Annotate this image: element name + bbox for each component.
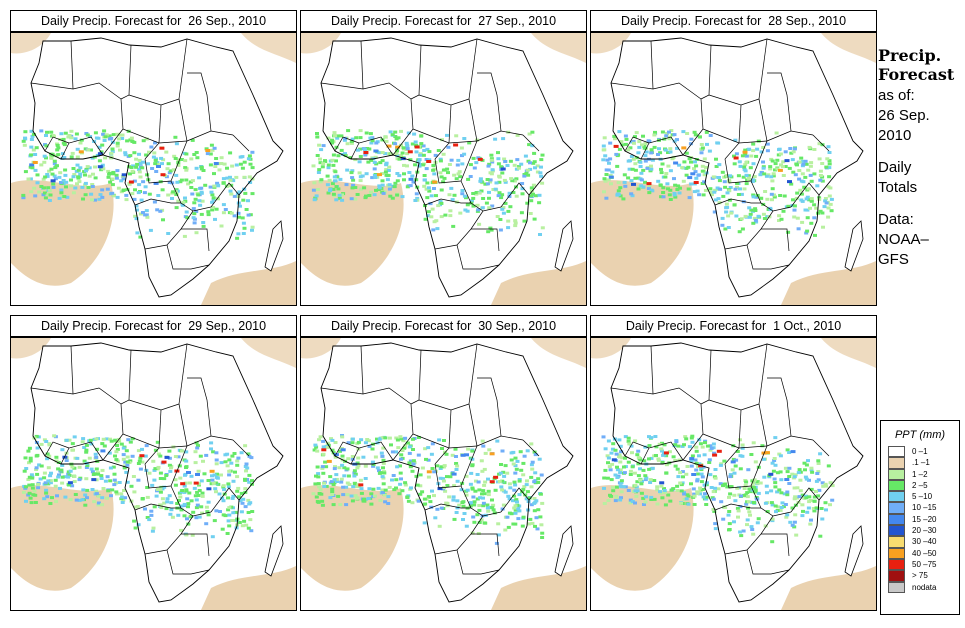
legend-item: 0 –1 — [881, 446, 959, 458]
panel-title: Daily Precip. Forecast for 26 Sep., 2010 — [10, 10, 297, 32]
legend-label: 0 –1 — [912, 447, 928, 456]
forecast-panel-1: Daily Precip. Forecast for 26 Sep., 2010 — [10, 10, 297, 306]
legend-label: 40 –50 — [912, 548, 937, 558]
legend-label: 2 –5 — [912, 480, 928, 490]
forecast-panel-3: Daily Precip. Forecast for 28 Sep., 2010 — [590, 10, 877, 306]
legend-swatch — [888, 468, 905, 480]
forecast-panel-6: Daily Precip. Forecast for 1 Oct., 2010 — [590, 315, 877, 611]
precip-legend: PPT (mm) 0 –1 .1 –1 1 –2 2 –5 5 –10 10 –15 15 … — [880, 420, 960, 615]
legend-swatch — [888, 479, 905, 492]
panel-title: Daily Precip. Forecast for 28 Sep., 2010 — [590, 10, 877, 32]
legend-swatch — [888, 558, 905, 571]
precip-map — [590, 337, 877, 611]
legend-label: 5 –10 — [912, 492, 933, 502]
legend-item: 1 –2 — [881, 468, 959, 480]
forecast-panel-5: Daily Precip. Forecast for 30 Sep., 2010 — [300, 315, 587, 611]
panel-title: Daily Precip. Forecast for 29 Sep., 2010 — [10, 315, 297, 337]
africa-precip-svg — [301, 33, 586, 305]
legend-items: 0 –1 .1 –1 1 –2 2 –5 5 –10 10 –15 15 –20 20 –30… — [881, 446, 959, 593]
legend-swatch — [888, 513, 905, 526]
legend-item: 2 –5 — [881, 479, 959, 492]
legend-swatch — [888, 491, 905, 503]
legend-swatch — [888, 457, 905, 469]
legend-label: 30 –40 — [912, 537, 937, 547]
legend-label: nodata — [912, 582, 937, 592]
forecast-panel-4: Daily Precip. Forecast for 29 Sep., 2010 — [10, 315, 297, 611]
africa-precip-svg — [301, 338, 586, 610]
sidebar-heading: Precip. Forecast — [878, 46, 955, 84]
legend-item: nodata — [881, 581, 959, 593]
legend-label: 10 –15 — [912, 503, 937, 513]
legend-label: 1 –2 — [912, 469, 928, 479]
legend-item: 15 –20 — [881, 513, 959, 526]
panel-title: Daily Precip. Forecast for 30 Sep., 2010 — [300, 315, 587, 337]
precip-map — [10, 32, 297, 306]
africa-precip-svg — [591, 33, 876, 305]
legend-label: 50 –75 — [912, 559, 937, 569]
legend-item: 10 –15 — [881, 502, 959, 514]
legend-item: 50 –75 — [881, 558, 959, 571]
legend-item: 30 –40 — [881, 536, 959, 548]
legend-label: 20 –30 — [912, 526, 937, 536]
data-source: Data: NOAA– GFS — [878, 211, 929, 268]
legend-label: 15 –20 — [912, 514, 937, 524]
precip-map — [10, 337, 297, 611]
legend-title: PPT (mm) — [894, 429, 946, 441]
panel-title: Daily Precip. Forecast for 1 Oct., 2010 — [590, 315, 877, 337]
legend-swatch — [888, 581, 905, 593]
legend-swatch — [888, 446, 905, 458]
legend-swatch — [888, 547, 905, 559]
legend-swatch — [888, 502, 905, 514]
forecast-panel-2: Daily Precip. Forecast for 27 Sep., 2010 — [300, 10, 587, 306]
legend-item: > 75 — [881, 570, 959, 582]
precip-map — [300, 32, 587, 306]
africa-precip-svg — [11, 338, 296, 610]
legend-item: .1 –1 — [881, 457, 959, 469]
as-of-date: as of: 26 Sep. 2010 — [878, 87, 930, 144]
panel-title: Daily Precip. Forecast for 27 Sep., 2010 — [300, 10, 587, 32]
africa-precip-svg — [591, 338, 876, 610]
precip-map — [590, 32, 877, 306]
legend-item: 40 –50 — [881, 547, 959, 559]
legend-item: 5 –10 — [881, 491, 959, 503]
legend-label: > 75 — [912, 571, 928, 581]
africa-precip-svg — [11, 33, 296, 305]
legend-swatch — [888, 536, 905, 548]
totals-type: Daily Totals — [878, 159, 918, 196]
legend-swatch — [888, 570, 905, 582]
legend-label: .1 –1 — [912, 458, 930, 468]
legend-swatch — [888, 525, 905, 537]
precip-map — [300, 337, 587, 611]
sidebar-info: Precip. Forecast as of: 26 Sep. 2010 Dai… — [878, 46, 963, 270]
legend-item: 20 –30 — [881, 525, 959, 537]
